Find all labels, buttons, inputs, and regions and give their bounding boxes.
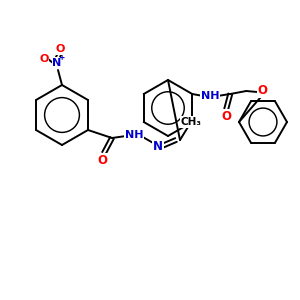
Text: N: N (153, 140, 163, 152)
Text: +: + (58, 53, 64, 62)
Text: CH₃: CH₃ (181, 117, 202, 127)
Text: O: O (39, 54, 49, 64)
Text: O: O (55, 44, 65, 54)
Text: O: O (257, 85, 267, 98)
Text: O: O (221, 110, 231, 122)
Text: O: O (97, 154, 107, 166)
Text: N: N (52, 58, 62, 68)
Text: NH: NH (201, 91, 220, 101)
Text: NH: NH (125, 130, 143, 140)
